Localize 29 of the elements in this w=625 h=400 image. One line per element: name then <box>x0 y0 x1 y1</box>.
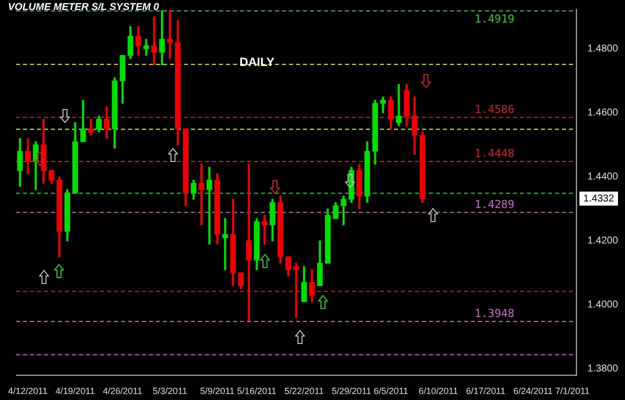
y-tick-label: 1.3800 <box>587 364 618 375</box>
y-tick-label: 1.4200 <box>587 236 618 247</box>
annotation: DAILY <box>240 55 274 69</box>
ref-line-label: 1.4919 <box>474 12 514 26</box>
x-tick-label: 5/16/2011 <box>237 386 276 396</box>
x-tick-label: 6/17/2011 <box>466 386 506 396</box>
x-tick-label: 6/10/2011 <box>418 386 458 396</box>
candlestick <box>396 84 402 126</box>
annotation: 1.4332 <box>583 193 614 204</box>
x-tick-label: 4/19/2011 <box>56 386 95 396</box>
x-tick-label: 5/22/2011 <box>284 386 324 396</box>
x-tick-label: 7/1/2011 <box>555 386 590 396</box>
y-tick-label: 1.4000 <box>587 300 618 311</box>
y-tick-label: 1.4800 <box>587 44 618 55</box>
ref-line-label: 1.4448 <box>474 146 514 160</box>
x-tick-label: 4/26/2011 <box>102 386 142 396</box>
candlestick <box>293 262 300 318</box>
x-tick-label: 5/3/2011 <box>152 386 188 396</box>
ref-line-label: 1.4289 <box>474 198 514 211</box>
y-tick-label: 1.4600 <box>587 108 618 119</box>
ref-line-label: 1.4586 <box>474 102 514 116</box>
x-tick-label: 5/29/2011 <box>332 386 372 396</box>
ref-line-label: 1.3948 <box>474 306 514 320</box>
y-tick-label: 1.4400 <box>587 172 618 183</box>
chart-title: VOLUME METER S/L SYSTEM 0 <box>8 2 159 13</box>
x-tick-label: 5/9/2011 <box>200 386 234 396</box>
x-tick-label: 4/12/2011 <box>8 386 48 396</box>
x-tick-label: 6/5/2011 <box>374 386 408 396</box>
x-tick-label: 6/24/2011 <box>513 386 553 396</box>
